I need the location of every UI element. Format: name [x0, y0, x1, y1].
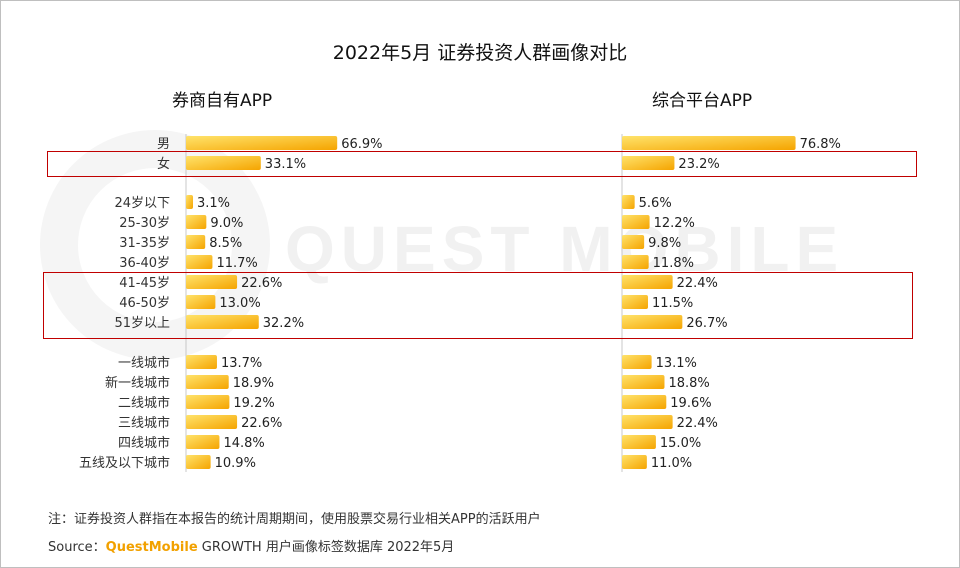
footnote: 注：证券投资人群指在本报告的统计周期期间，使用股票交易行业相关APP的活跃用户	[48, 512, 541, 527]
left-value-label: 13.0%	[219, 296, 260, 311]
category-label: 46-50岁	[119, 296, 170, 311]
right-bar	[622, 255, 649, 269]
right-bar	[622, 435, 656, 449]
category-label: 一线城市	[118, 355, 170, 371]
left-value-label: 22.6%	[241, 276, 282, 291]
right-value-label: 19.6%	[670, 396, 711, 411]
left-bar	[186, 295, 216, 309]
left-bar	[186, 136, 338, 150]
left-value-label: 18.9%	[233, 376, 274, 391]
right-value-label: 11.5%	[652, 296, 693, 311]
right-value-label: 11.0%	[651, 456, 692, 471]
right-bar	[622, 415, 673, 429]
left-value-label: 14.8%	[223, 436, 264, 451]
category-label: 36-40岁	[119, 256, 170, 271]
watermark-text: QUEST MOBILE	[285, 213, 845, 285]
source-line: Source：QuestMobile GROWTH 用户画像标签数据库 2022…	[48, 536, 454, 555]
right-bar	[622, 275, 673, 289]
highlight-box-female	[47, 151, 917, 177]
category-label: 31-35岁	[119, 236, 170, 251]
left-bar	[186, 215, 207, 229]
left-value-label: 13.7%	[221, 356, 262, 371]
right-value-label: 26.7%	[686, 316, 727, 331]
category-label: 25-30岁	[119, 216, 170, 231]
right-value-label: 5.6%	[639, 196, 672, 211]
right-value-label: 18.8%	[668, 376, 709, 391]
category-label: 男	[157, 137, 170, 152]
left-bar	[186, 255, 213, 269]
left-value-label: 8.5%	[209, 236, 242, 251]
left-bar	[186, 235, 206, 249]
right-bar	[622, 295, 648, 309]
left-bar	[186, 415, 238, 429]
left-value-label: 19.2%	[233, 396, 274, 411]
category-label: 41-45岁	[119, 276, 170, 291]
panel-title-right: 综合平台APP	[652, 91, 753, 111]
right-bar	[622, 136, 796, 150]
right-bar	[622, 215, 650, 229]
source-text: GROWTH 用户画像标签数据库 2022年5月	[197, 540, 455, 555]
left-value-label: 32.2%	[263, 316, 304, 331]
left-bar	[186, 195, 194, 209]
left-bar	[186, 455, 211, 469]
right-bar	[622, 455, 647, 469]
left-bar	[186, 435, 220, 449]
category-label: 四线城市	[118, 435, 170, 451]
left-bar	[186, 375, 229, 389]
left-value-label: 3.1%	[197, 196, 230, 211]
right-bar	[622, 195, 635, 209]
source-brand: QuestMobile	[105, 540, 198, 555]
left-bar	[186, 355, 217, 369]
right-value-label: 11.8%	[653, 256, 694, 271]
right-bar	[622, 355, 652, 369]
left-bar	[186, 315, 259, 329]
right-value-label: 22.4%	[677, 416, 718, 431]
right-value-label: 12.2%	[654, 216, 695, 231]
left-bar	[186, 156, 261, 170]
right-bar	[622, 375, 665, 389]
right-value-label: 76.8%	[800, 137, 841, 152]
category-label: 二线城市	[118, 395, 170, 411]
left-value-label: 66.9%	[341, 137, 382, 152]
category-label: 新一线城市	[105, 375, 170, 391]
left-bar	[186, 275, 238, 289]
left-bar	[186, 395, 230, 409]
category-label: 女	[157, 156, 170, 172]
right-value-label: 23.2%	[678, 157, 719, 172]
right-bar	[622, 315, 683, 329]
highlight-box-age-41-plus	[43, 272, 913, 339]
category-label: 24岁以下	[114, 196, 170, 211]
category-label: 三线城市	[118, 415, 170, 431]
right-value-label: 15.0%	[660, 436, 701, 451]
chart-title: 2022年5月 证券投资人群画像对比	[332, 42, 628, 64]
left-value-label: 33.1%	[265, 157, 306, 172]
right-value-label: 9.8%	[648, 236, 681, 251]
right-bar	[622, 156, 675, 170]
right-bar	[622, 235, 645, 249]
right-bar	[622, 395, 667, 409]
category-label: 51岁以上	[114, 316, 170, 331]
left-value-label: 11.7%	[216, 256, 257, 271]
right-value-label: 22.4%	[677, 276, 718, 291]
right-value-label: 13.1%	[656, 356, 697, 371]
source-label: Source：	[48, 540, 106, 555]
left-value-label: 10.9%	[215, 456, 256, 471]
panel-title-left: 券商自有APP	[172, 91, 273, 111]
left-value-label: 9.0%	[210, 216, 243, 231]
category-label: 五线及以下城市	[79, 455, 170, 471]
left-value-label: 22.6%	[241, 416, 282, 431]
